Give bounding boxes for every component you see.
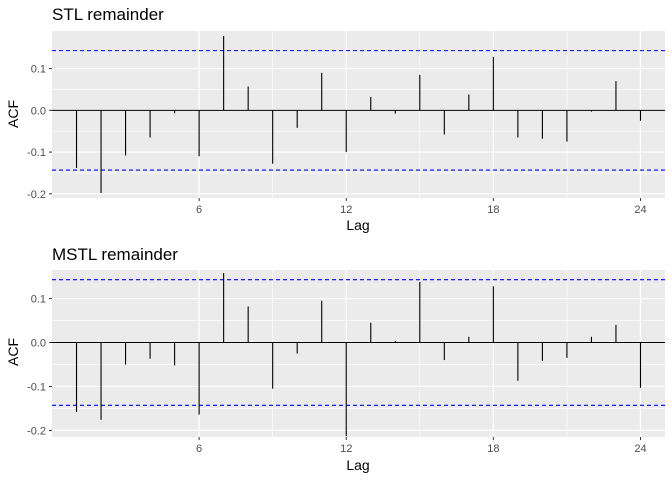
x-tick-label: 12 bbox=[340, 204, 352, 216]
y-tick-label: -0.1 bbox=[27, 147, 46, 159]
y-axis-ticks: -0.2 -0.1 0.0 0.1 bbox=[27, 294, 52, 437]
x-tick-label: 18 bbox=[487, 204, 499, 216]
y-axis-title: ACF bbox=[5, 338, 21, 366]
x-tick-label: 18 bbox=[487, 443, 499, 455]
x-tick-label: 6 bbox=[196, 443, 202, 455]
x-axis-ticks: 6 12 18 24 bbox=[196, 437, 647, 455]
chart-title: STL remainder bbox=[52, 5, 164, 24]
acf-panel-stl: STL remainder -0.2 -0.1 0.0 0.1 6 12 18 24 Lag… bbox=[5, 5, 665, 233]
y-tick-label: 0.1 bbox=[31, 294, 46, 306]
x-tick-label: 12 bbox=[340, 443, 352, 455]
plot-panel bbox=[52, 31, 665, 198]
y-tick-label: 0.0 bbox=[31, 105, 46, 117]
acf-bars bbox=[75, 273, 642, 437]
plot-panel bbox=[52, 270, 665, 437]
y-tick-label: -0.2 bbox=[27, 425, 46, 437]
x-axis-title: Lag bbox=[346, 217, 369, 233]
y-tick-label: 0.0 bbox=[31, 338, 46, 350]
chart-title: MSTL remainder bbox=[52, 245, 178, 264]
acf-panel-mstl: MSTL remainder -0.2 -0.1 0.0 0.1 6 12 18 24 La… bbox=[5, 245, 665, 473]
x-tick-label: 6 bbox=[196, 204, 202, 216]
x-axis-title: Lag bbox=[346, 457, 369, 473]
x-tick-label: 24 bbox=[634, 204, 646, 216]
y-axis-ticks: -0.2 -0.1 0.0 0.1 bbox=[27, 64, 52, 201]
y-tick-label: 0.1 bbox=[31, 64, 46, 76]
acf-bars bbox=[75, 36, 642, 193]
y-axis-title: ACF bbox=[5, 100, 21, 128]
x-tick-label: 24 bbox=[634, 443, 646, 455]
y-tick-label: -0.2 bbox=[27, 189, 46, 201]
x-axis-ticks: 6 12 18 24 bbox=[196, 198, 647, 216]
y-tick-label: -0.1 bbox=[27, 381, 46, 393]
